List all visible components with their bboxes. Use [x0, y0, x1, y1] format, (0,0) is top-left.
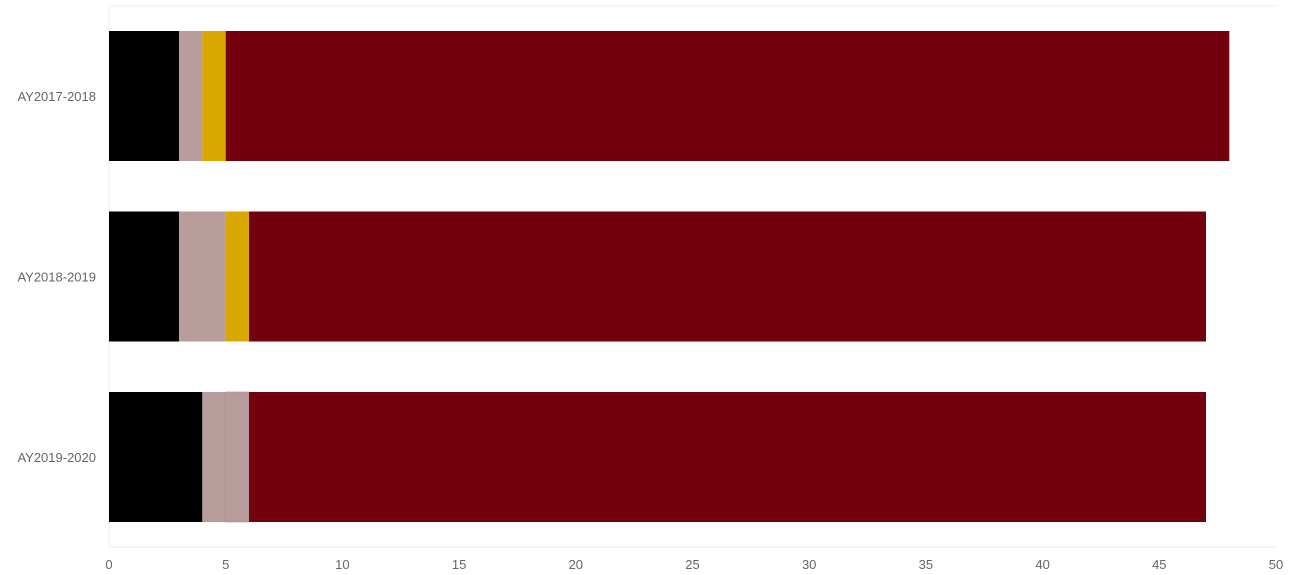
category-label-2: AY2019-2020 [17, 450, 96, 465]
bar-segment-1-3 [225, 211, 250, 342]
x-tick-label-9: 45 [1152, 557, 1166, 572]
bar-segment-0-1 [179, 31, 203, 161]
bar-segment-2-2 [225, 391, 250, 523]
bar-segment-0-4 [225, 31, 1230, 161]
bar-segment-2-1 [202, 392, 226, 522]
bar-segment-0-3 [202, 31, 226, 161]
x-tick-label-4: 20 [569, 557, 583, 572]
x-tick-label-5: 25 [685, 557, 699, 572]
x-tick-label-0: 0 [105, 557, 112, 572]
x-tick-label-6: 30 [802, 557, 816, 572]
category-label-1: AY2018-2019 [17, 270, 96, 285]
bar-segment-1-4 [249, 211, 1206, 342]
category-label-0: AY2017-2018 [17, 89, 96, 104]
bar-segment-0-0 [109, 31, 180, 161]
bar-segment-1-0 [109, 211, 180, 342]
x-tick-label-10: 50 [1269, 557, 1283, 572]
bar-segment-2-0 [109, 392, 203, 522]
bar-segment-1-1 [179, 211, 226, 342]
x-tick-label-7: 35 [919, 557, 933, 572]
bars-layer [109, 31, 1230, 523]
x-tick-label-3: 15 [452, 557, 466, 572]
bar-segment-2-4 [249, 392, 1206, 522]
x-tick-label-2: 10 [335, 557, 349, 572]
x-tick-label-8: 40 [1035, 557, 1049, 572]
x-axis-ticks: 0 5 10 15 20 25 30 35 40 45 50 [105, 557, 1283, 572]
x-tick-label-1: 5 [222, 557, 229, 572]
category-labels: AY2017-2018 AY2018-2019 AY2019-2020 [17, 89, 96, 465]
